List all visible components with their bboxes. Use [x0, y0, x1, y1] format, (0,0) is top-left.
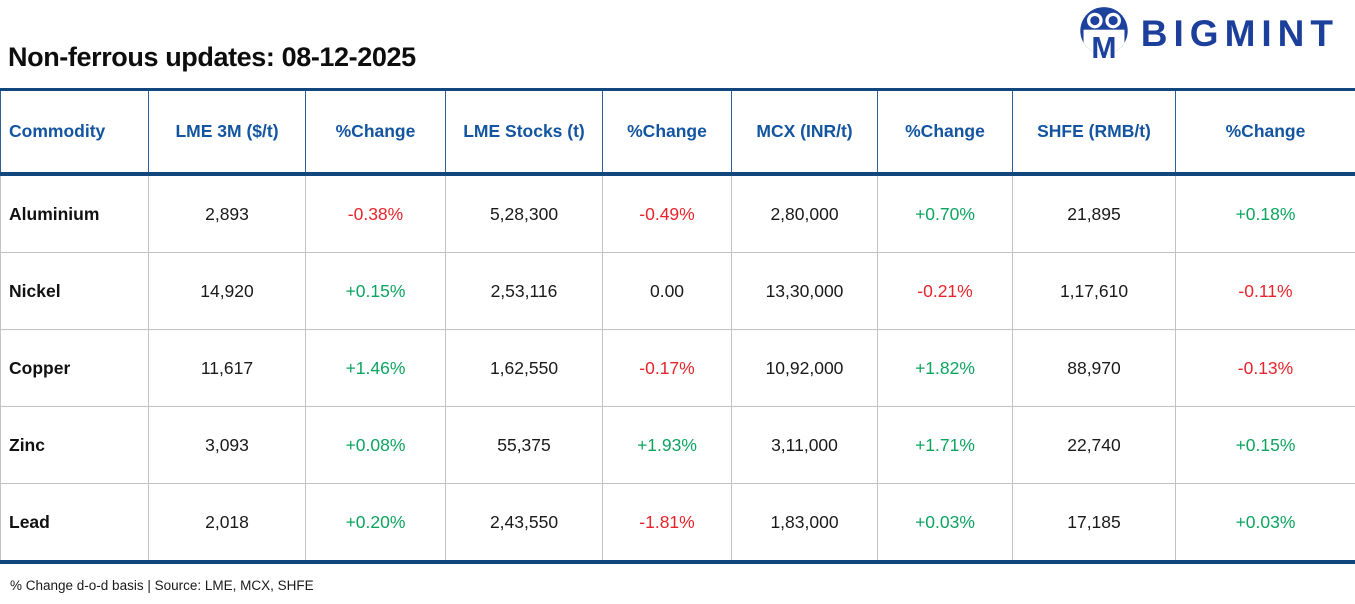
- value-cell: 21,895: [1012, 173, 1176, 253]
- col-header-lme-stocks-change: %Change: [602, 88, 732, 176]
- table-row: Lead 2,018 +0.20% 2,43,550 -1.81% 1,83,0…: [0, 483, 1355, 564]
- value-cell: 17,185: [1012, 483, 1176, 564]
- change-cell: +1.46%: [305, 329, 446, 407]
- change-cell: +0.18%: [1175, 173, 1355, 253]
- bigmint-logo-icon: M: [1077, 6, 1131, 65]
- col-header-lme-3m-change: %Change: [305, 88, 446, 176]
- change-cell: -0.21%: [877, 252, 1013, 330]
- value-cell: 14,920: [148, 252, 306, 330]
- brand-logo: M BIGMINT: [1077, 6, 1339, 65]
- change-cell: +0.03%: [1175, 483, 1355, 564]
- commodity-cell: Lead: [0, 483, 149, 564]
- value-cell: 55,375: [445, 406, 603, 484]
- change-cell: +1.93%: [602, 406, 732, 484]
- commodity-cell: Zinc: [0, 406, 149, 484]
- change-cell: +0.70%: [877, 173, 1013, 253]
- table-row: Aluminium 2,893 -0.38% 5,28,300 -0.49% 2…: [0, 173, 1355, 253]
- change-cell: +1.71%: [877, 406, 1013, 484]
- value-cell: 3,11,000: [731, 406, 878, 484]
- col-header-shfe-change: %Change: [1175, 88, 1355, 176]
- value-cell: 2,53,116: [445, 252, 603, 330]
- commodity-cell: Copper: [0, 329, 149, 407]
- value-cell: 11,617: [148, 329, 306, 407]
- change-cell: +0.15%: [1175, 406, 1355, 484]
- col-header-shfe: SHFE (RMB/t): [1012, 88, 1176, 176]
- change-cell: -0.49%: [602, 173, 732, 253]
- table-row: Zinc 3,093 +0.08% 55,375 +1.93% 3,11,000…: [0, 406, 1355, 484]
- table-row: Copper 11,617 +1.46% 1,62,550 -0.17% 10,…: [0, 329, 1355, 407]
- top-header: Non-ferrous updates: 08-12-2025 M: [0, 0, 1355, 88]
- svg-text:M: M: [1091, 32, 1116, 62]
- change-cell: +0.08%: [305, 406, 446, 484]
- value-cell: 22,740: [1012, 406, 1176, 484]
- value-cell: 2,80,000: [731, 173, 878, 253]
- change-cell: +1.82%: [877, 329, 1013, 407]
- col-header-commodity: Commodity: [0, 88, 149, 176]
- page-title: Non-ferrous updates: 08-12-2025: [8, 42, 416, 72]
- value-cell: 3,093: [148, 406, 306, 484]
- brand-name: BIGMINT: [1140, 13, 1339, 54]
- col-header-mcx-change: %Change: [877, 88, 1013, 176]
- change-cell: -1.81%: [602, 483, 732, 564]
- col-header-mcx: MCX (INR/t): [731, 88, 878, 176]
- change-cell: -0.38%: [305, 173, 446, 253]
- change-cell: -0.13%: [1175, 329, 1355, 407]
- commodity-table: Commodity LME 3M ($/t) %Change LME Stock…: [0, 88, 1355, 564]
- header-row: Commodity LME 3M ($/t) %Change LME Stock…: [0, 88, 1355, 176]
- value-cell: 1,62,550: [445, 329, 603, 407]
- footnote: % Change d-o-d basis | Source: LME, MCX,…: [10, 578, 314, 593]
- value-cell: 5,28,300: [445, 173, 603, 253]
- value-cell: 1,17,610: [1012, 252, 1176, 330]
- commodity-cell: Nickel: [0, 252, 149, 330]
- value-cell: 2,018: [148, 483, 306, 564]
- value-cell: 2,43,550: [445, 483, 603, 564]
- commodity-cell: Aluminium: [0, 173, 149, 253]
- change-cell: +0.15%: [305, 252, 446, 330]
- change-cell: -0.11%: [1175, 252, 1355, 330]
- change-cell: +0.03%: [877, 483, 1013, 564]
- change-cell: +0.20%: [305, 483, 446, 564]
- change-cell: 0.00: [602, 252, 732, 330]
- col-header-lme-stocks: LME Stocks (t): [445, 88, 603, 176]
- col-header-lme-3m: LME 3M ($/t): [148, 88, 306, 176]
- change-cell: -0.17%: [602, 329, 732, 407]
- value-cell: 88,970: [1012, 329, 1176, 407]
- value-cell: 13,30,000: [731, 252, 878, 330]
- value-cell: 1,83,000: [731, 483, 878, 564]
- value-cell: 10,92,000: [731, 329, 878, 407]
- value-cell: 2,893: [148, 173, 306, 253]
- table-row: Nickel 14,920 +0.15% 2,53,116 0.00 13,30…: [0, 252, 1355, 330]
